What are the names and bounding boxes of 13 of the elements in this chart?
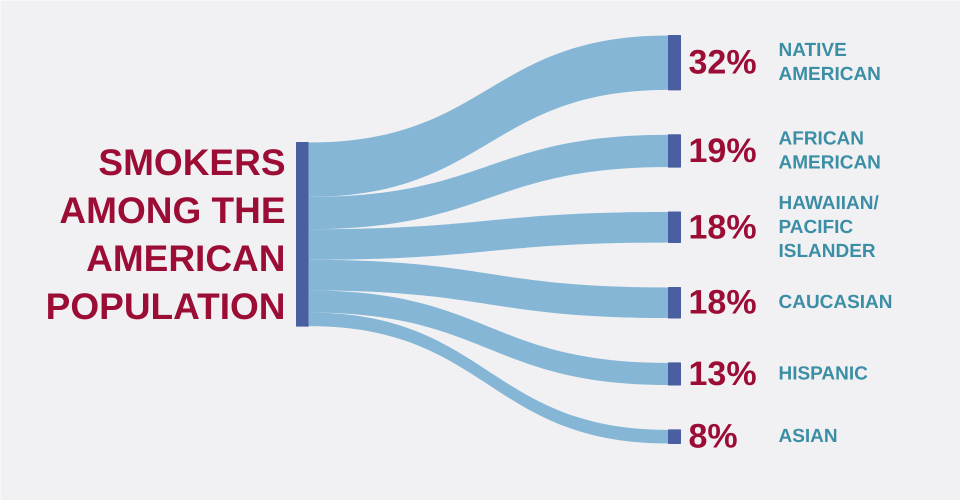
category-label: AFRICAN AMERICAN — [778, 128, 881, 174]
data-label: 19% — [688, 132, 757, 170]
category-label: HAWAIIAN/ PACIFIC ISLANDER — [778, 192, 880, 262]
category-label: ASIAN — [778, 426, 838, 448]
text: SMOKERS AMONG THE AMERICAN POPULATION — [46, 142, 286, 327]
data-label: 18% — [688, 208, 757, 246]
category-label: HISPANIC — [778, 363, 868, 384]
data-label: 32% — [688, 44, 757, 82]
category-label: CAUCASIAN — [778, 292, 892, 314]
data-label: 8% — [688, 418, 738, 456]
data-label: 13% — [688, 354, 757, 393]
category-label: NATIVE AMERICAN — [778, 40, 881, 86]
data-label: 18% — [688, 284, 757, 322]
